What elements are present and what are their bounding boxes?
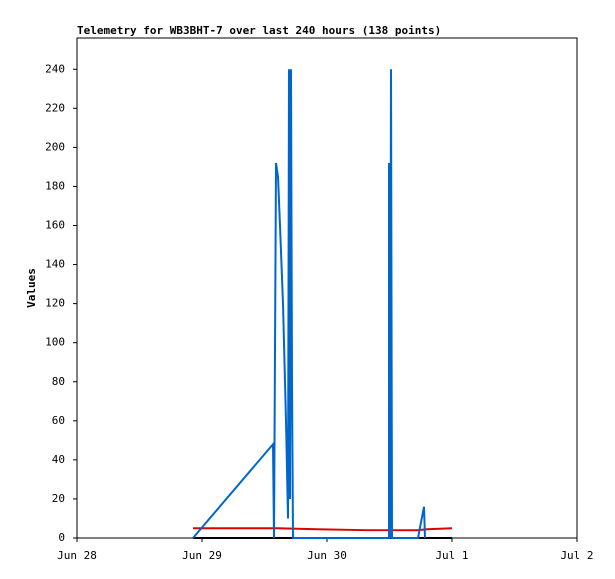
y-tick-label: 200 — [45, 140, 65, 153]
y-tick-label: 80 — [52, 375, 65, 388]
y-tick-label: 60 — [52, 414, 65, 427]
y-tick-label: 100 — [45, 336, 65, 349]
x-tick-label: Jul 2 — [560, 549, 593, 562]
y-tick-label: 240 — [45, 62, 65, 75]
y-tick-label: 0 — [58, 531, 65, 544]
x-tick-label: Jun 29 — [182, 549, 222, 562]
series-line — [192, 69, 426, 539]
y-tick-label: 140 — [45, 258, 65, 271]
series-line — [193, 527, 453, 532]
y-tick-label: 120 — [45, 297, 65, 310]
y-tick-label: 20 — [52, 492, 65, 505]
y-tick-label: 40 — [52, 453, 65, 466]
x-tick-label: Jul 1 — [435, 549, 468, 562]
y-tick-label: 180 — [45, 179, 65, 192]
x-tick-label: Jun 28 — [57, 549, 97, 562]
y-axis-label: Values — [25, 268, 38, 308]
y-tick-label: 220 — [45, 101, 65, 114]
chart-title: Telemetry for WB3BHT-7 over last 240 hou… — [77, 24, 441, 37]
plot-frame — [76, 37, 578, 539]
x-tick-label: Jun 30 — [307, 549, 347, 562]
y-tick-label: 160 — [45, 219, 65, 232]
